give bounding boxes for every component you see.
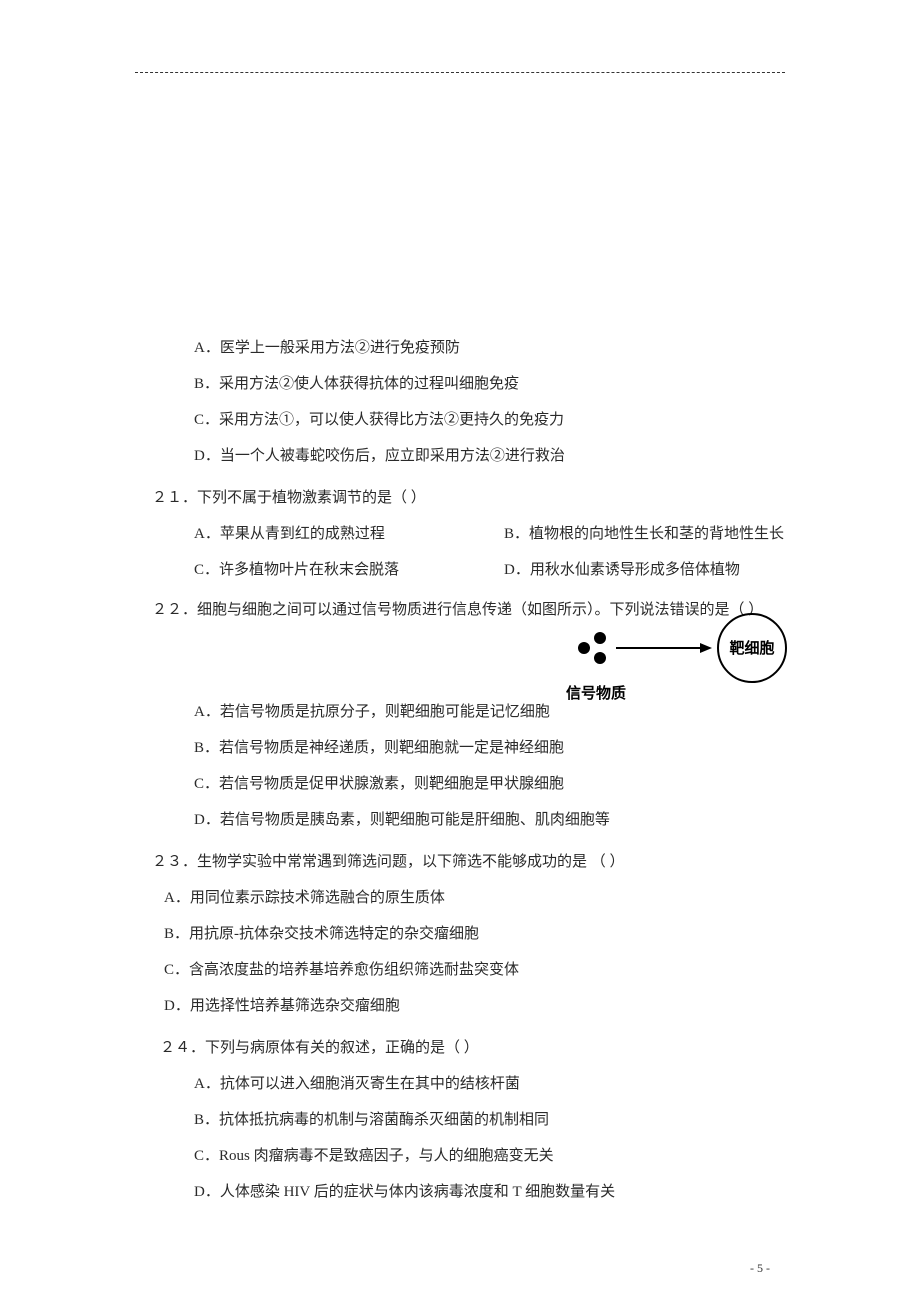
q24-option-c: C．Rous 肉瘤病毒不是致癌因子，与人的细胞癌变无关	[194, 1138, 854, 1174]
q21-option-c: C．许多植物叶片在秋末会脱落	[194, 552, 504, 588]
q20-options: A．医学上一般采用方法②进行免疫预防 B．采用方法②使人体获得抗体的过程叫细胞免…	[130, 330, 854, 474]
q22-option-a: A．若信号物质是抗原分子，则靶细胞可能是记忆细胞	[194, 694, 854, 730]
q20-option-a: A．医学上一般采用方法②进行免疫预防	[194, 330, 854, 366]
q21-option-b: B．植物根的向地性生长和茎的背地性生长	[504, 516, 784, 552]
q23-option-c: C．含高浓度盐的培养基培养愈伤组织筛选耐盐突变体	[164, 952, 824, 988]
q24-option-d: D．人体感染 HIV 后的症状与体内该病毒浓度和 T 细胞数量有关	[194, 1174, 854, 1210]
signal-dot-3	[594, 652, 606, 664]
page-number: - 5 -	[750, 1261, 770, 1276]
signal-dot-2	[594, 632, 606, 644]
arrow-head	[700, 643, 712, 653]
q23-stem: ２３．生物学实验中常常遇到筛选问题，以下筛选不能够成功的是 （ ）	[130, 844, 812, 880]
q24-options: A．抗体可以进入细胞消灭寄生在其中的结核杆菌 B．抗体抵抗病毒的机制与溶菌酶杀灭…	[130, 1066, 854, 1210]
q21-stem: ２１．下列不属于植物激素调节的是（ ）	[130, 480, 812, 516]
signal-diagram: 靶细胞 信号物质	[560, 612, 790, 707]
q21-option-d: D．用秋水仙素诱导形成多倍体植物	[504, 552, 740, 588]
q20-option-b: B．采用方法②使人体获得抗体的过程叫细胞免疫	[194, 366, 854, 402]
q22-option-d: D．若信号物质是胰岛素，则靶细胞可能是肝细胞、肌肉细胞等	[194, 802, 854, 838]
q20-option-c: C．采用方法①，可以使人获得比方法②更持久的免疫力	[194, 402, 854, 438]
q22-options: A．若信号物质是抗原分子，则靶细胞可能是记忆细胞 B．若信号物质是神经递质，则靶…	[130, 694, 854, 838]
q24-option-a: A．抗体可以进入细胞消灭寄生在其中的结核杆菌	[194, 1066, 854, 1102]
q23-options: A．用同位素示踪技术筛选融合的原生质体 B．用抗原-抗体杂交技术筛选特定的杂交瘤…	[130, 880, 824, 1024]
q22-option-c: C．若信号物质是促甲状腺激素，则靶细胞是甲状腺细胞	[194, 766, 854, 802]
q24-option-b: B．抗体抵抗病毒的机制与溶菌酶杀灭细菌的机制相同	[194, 1102, 854, 1138]
header-rule	[135, 72, 785, 73]
q21-option-a: A．苹果从青到红的成熟过程	[194, 516, 504, 552]
target-cell-label: 靶细胞	[729, 639, 774, 657]
q22-option-b: B．若信号物质是神经递质，则靶细胞就一定是神经细胞	[194, 730, 854, 766]
document-page: A．医学上一般采用方法②进行免疫预防 B．采用方法②使人体获得抗体的过程叫细胞免…	[0, 0, 920, 1302]
signal-dot-1	[578, 642, 590, 654]
q20-option-d: D．当一个人被毒蛇咬伤后，应立即采用方法②进行救治	[194, 438, 854, 474]
q23-option-a: A．用同位素示踪技术筛选融合的原生质体	[164, 880, 824, 916]
q23-option-d: D．用选择性培养基筛选杂交瘤细胞	[164, 988, 824, 1024]
q23-option-b: B．用抗原-抗体杂交技术筛选特定的杂交瘤细胞	[164, 916, 824, 952]
q24-stem: ２４．下列与病原体有关的叙述，正确的是（ ）	[130, 1030, 820, 1066]
q21-options: A．苹果从青到红的成熟过程 B．植物根的向地性生长和茎的背地性生长 C．许多植物…	[130, 516, 874, 588]
